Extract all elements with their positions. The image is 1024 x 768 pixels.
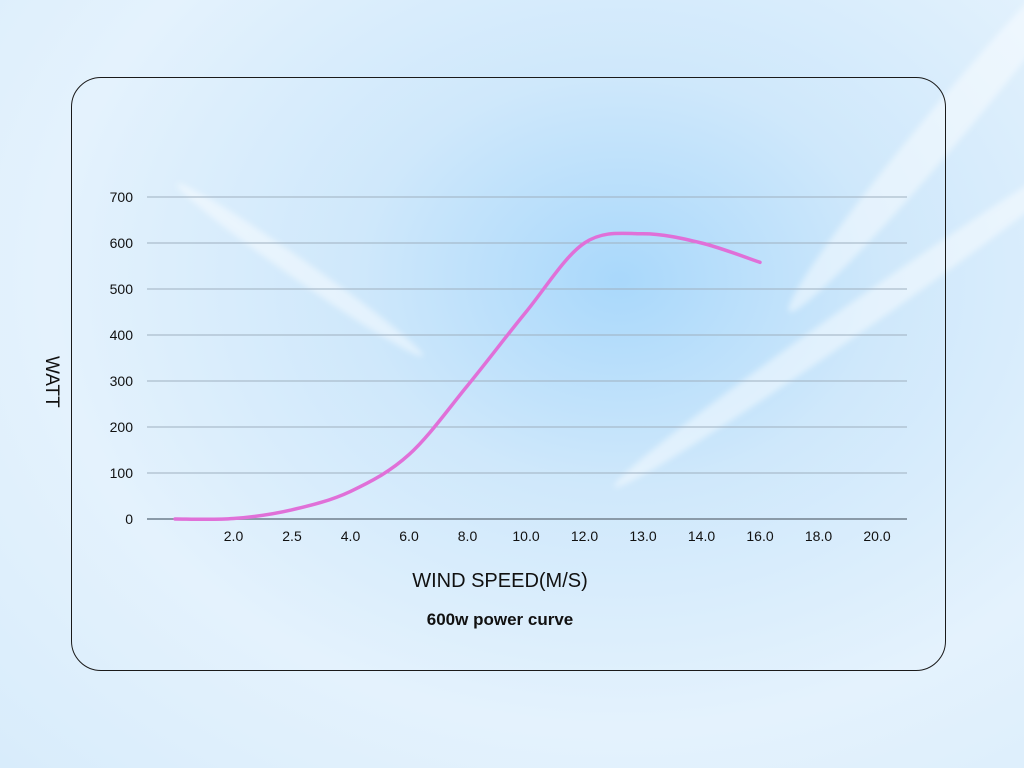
y-tick-label: 100 [110,465,134,481]
x-tick-label: 12.0 [571,528,598,544]
chart-title: 600w power curve [426,610,574,629]
x-tick-label: 14.0 [688,528,715,544]
y-tick-label: 600 [110,235,134,251]
x-tick-label: 20.0 [863,528,890,544]
x-tick-label: 13.0 [629,528,656,544]
x-tick-label: 6.0 [399,528,419,544]
x-tick-label: 18.0 [805,528,832,544]
x-tick-label: 10.0 [512,528,539,544]
x-axis-label: WIND SPEED(M/S) [412,570,588,592]
y-tick-label: 500 [110,281,134,297]
series-line-power [173,231,762,522]
x-tick-label: 2.0 [224,528,244,544]
x-tick-label: 4.0 [341,528,361,544]
x-tick-label: 8.0 [458,528,478,544]
x-tick-label: 16.0 [746,528,773,544]
y-tick-label: 200 [110,419,134,435]
chart-frame [71,77,946,671]
x-tick-label: 2.5 [282,528,302,544]
y-tick-label: 400 [110,327,134,343]
y-tick-label: 0 [125,511,133,527]
y-axis-label: WATT [41,356,62,408]
y-tick-label: 700 [110,189,134,205]
y-tick-label: 300 [110,373,134,389]
